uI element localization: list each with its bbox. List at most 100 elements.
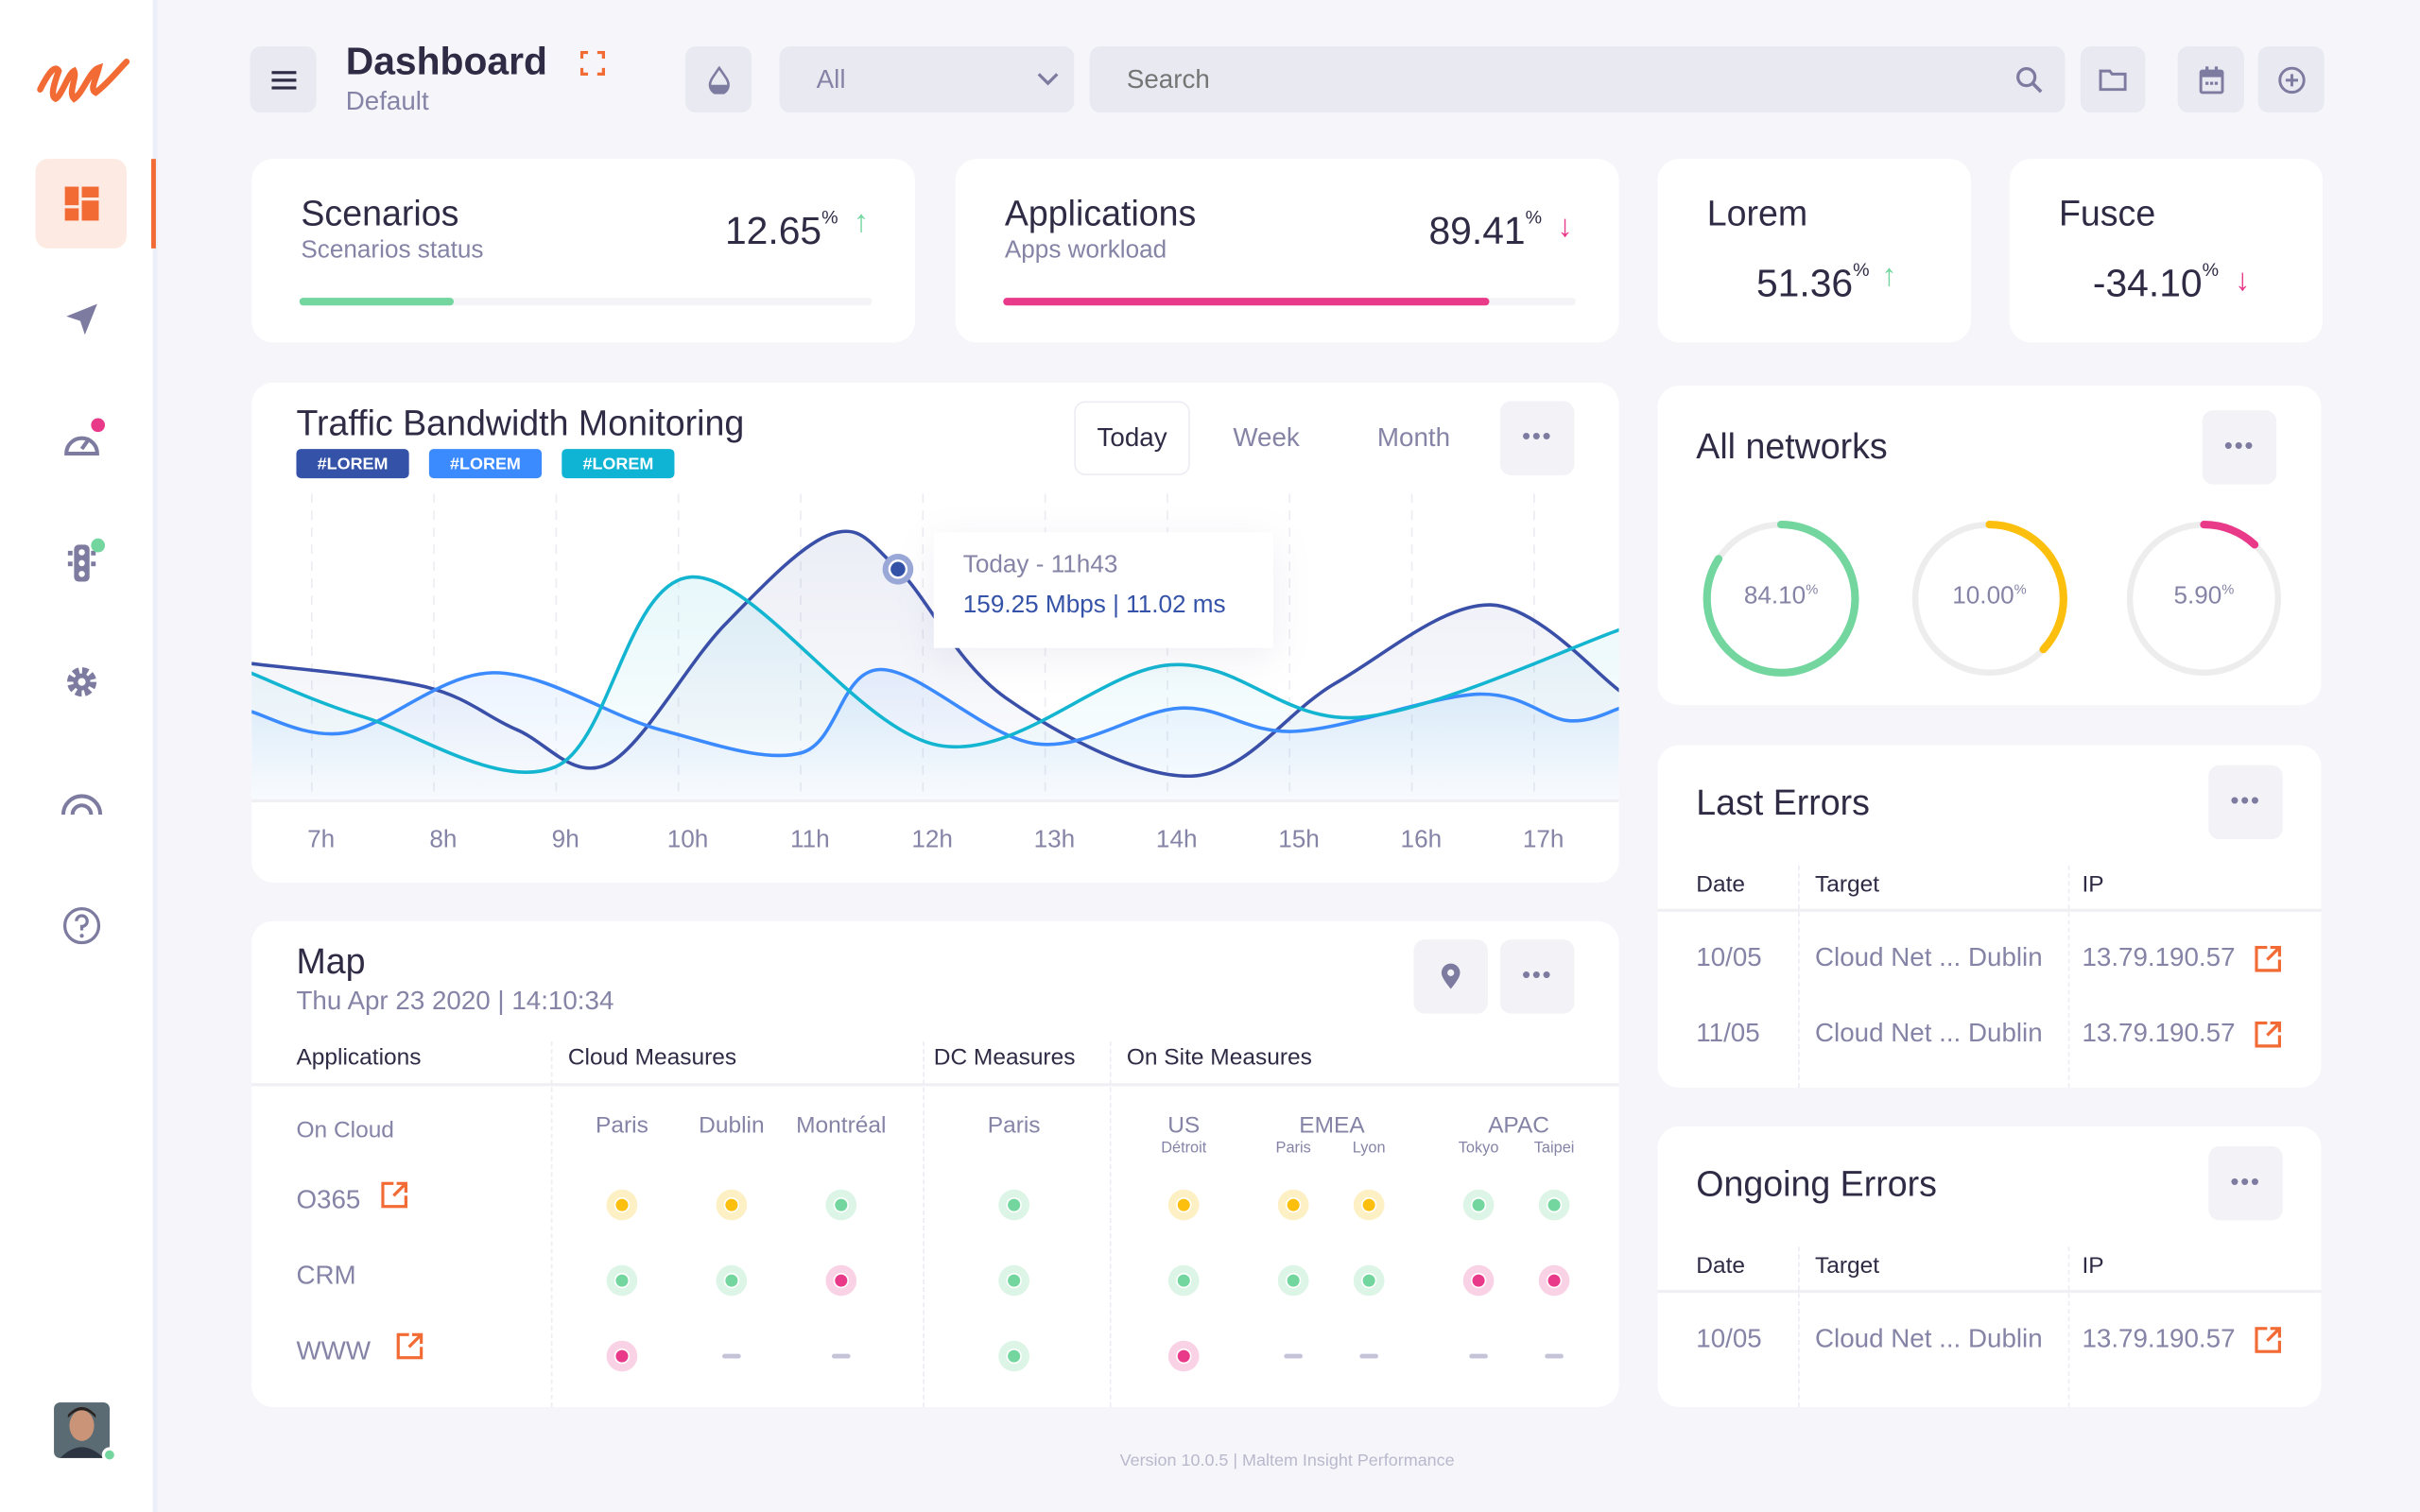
- speedometer-icon: [63, 436, 99, 456]
- avatar[interactable]: [54, 1402, 110, 1458]
- series-line: [251, 575, 1619, 774]
- status-dot-green: [1167, 1264, 1200, 1297]
- external-link-icon[interactable]: [2255, 945, 2282, 972]
- kpi-card-lorem: Lorem 51.36% ↑: [1657, 159, 1971, 343]
- status-dot-yellow: [1167, 1189, 1200, 1221]
- column-header: EMEA: [1299, 1112, 1365, 1139]
- kpi-title: Lorem: [1706, 193, 1808, 233]
- external-link-icon[interactable]: [2255, 1327, 2282, 1353]
- kpi-card-applications: Applications Apps workload 89.41% ↓: [955, 159, 1619, 343]
- progress-fill: [299, 298, 455, 306]
- chart-baseline: [251, 799, 1619, 802]
- more-button[interactable]: •••: [2208, 1146, 2283, 1221]
- menu-button[interactable]: [250, 45, 317, 113]
- logo-icon[interactable]: [37, 56, 130, 105]
- gear-icon: [66, 667, 96, 697]
- folder-button[interactable]: [2080, 45, 2146, 113]
- row-label: CRM: [296, 1260, 356, 1290]
- status-dot-yellow: [606, 1189, 638, 1221]
- more-button[interactable]: •••: [1499, 939, 1575, 1014]
- more-button[interactable]: •••: [1499, 401, 1575, 475]
- column-subheader: Taipei: [1533, 1140, 1575, 1158]
- status-dot-green: [1353, 1264, 1385, 1297]
- external-link-icon[interactable]: [2255, 1021, 2282, 1048]
- signal-icon: [60, 794, 102, 816]
- sidebar-item-speedometer[interactable]: [36, 397, 127, 487]
- column-header: IP: [2082, 1252, 2104, 1280]
- sidebar-item-send[interactable]: [36, 275, 127, 365]
- location-button[interactable]: [1413, 939, 1488, 1014]
- search-icon[interactable]: [2015, 65, 2043, 93]
- status-dot-green: [1538, 1189, 1570, 1221]
- divider: [550, 1041, 553, 1407]
- column-header: Paris: [596, 1112, 648, 1139]
- highlight-point[interactable]: [888, 559, 908, 579]
- kpi-subtitle: Scenarios status: [301, 237, 484, 265]
- sidebar-item-help[interactable]: [36, 881, 127, 971]
- sidebar-item-signal[interactable]: [36, 759, 127, 849]
- status-empty: [1359, 1353, 1378, 1359]
- status-dot-pink: [606, 1340, 638, 1372]
- status-dot-yellow: [716, 1189, 748, 1221]
- tab-today[interactable]: Today: [1074, 401, 1190, 475]
- sidebar-item-settings[interactable]: [36, 637, 127, 727]
- more-button[interactable]: •••: [2208, 765, 2283, 840]
- x-tick-label: 13h: [1033, 827, 1076, 853]
- tag-chip[interactable]: #LOREM: [428, 449, 543, 479]
- column-group-header: On Site Measures: [1126, 1044, 1312, 1072]
- calendar-button[interactable]: [2177, 45, 2244, 113]
- status-empty: [722, 1353, 741, 1359]
- ip-cell: 13.79.190.57: [2082, 942, 2236, 972]
- sidebar-item-dashboard[interactable]: [35, 159, 127, 249]
- footer-version: Version 10.0.5 | Maltem Insight Performa…: [1119, 1452, 1455, 1470]
- divider: [1109, 1041, 1112, 1407]
- status-dot-green: [825, 1189, 857, 1221]
- kpi-title: Fusce: [2058, 193, 2156, 233]
- more-button[interactable]: •••: [2202, 410, 2277, 485]
- column-subheader: Détroit: [1161, 1140, 1207, 1158]
- ip-cell: 13.79.190.57: [2082, 1018, 2236, 1048]
- kpi-title: Scenarios: [301, 193, 459, 233]
- sidebar-item-traffic[interactable]: [36, 519, 127, 609]
- column-header: Target: [1814, 871, 1880, 899]
- gauge-value: 10.00%: [1952, 581, 2027, 610]
- divider: [1657, 1289, 2322, 1294]
- fullscreen-icon[interactable]: [579, 50, 605, 76]
- column-subheader: Tokyo: [1458, 1140, 1499, 1158]
- tag-chip[interactable]: #LOREM: [562, 449, 675, 479]
- progress-track: [299, 298, 873, 306]
- kpi-value: 89.41%: [1428, 206, 1543, 253]
- folder-icon: [2099, 69, 2127, 92]
- last-errors-card: Last Errors ••• Date Target IP 10/05 Cloud N…: [1657, 745, 2322, 1089]
- status-dot-green: [998, 1340, 1029, 1372]
- x-tick-label: 14h: [1155, 827, 1198, 853]
- search-input[interactable]: [1089, 63, 1954, 95]
- theme-button[interactable]: [684, 45, 752, 113]
- filter-select[interactable]: All: [779, 45, 1075, 113]
- add-button[interactable]: [2257, 45, 2325, 113]
- more-icon: •••: [2230, 1169, 2261, 1196]
- tab-month[interactable]: Month: [1376, 422, 1451, 453]
- tag-chip[interactable]: #LOREM: [296, 449, 409, 479]
- gauge-fill: [1703, 521, 1859, 677]
- map-card: Map Thu Apr 23 2020 | 14:10:34 ••• Appli…: [251, 920, 1619, 1407]
- arrow-down-icon: ↓: [2235, 264, 2251, 299]
- search-bar[interactable]: [1089, 45, 2066, 113]
- gauge-value: 5.90%: [2173, 581, 2235, 610]
- divider: [2067, 865, 2070, 1089]
- status-dot-pink: [1167, 1340, 1200, 1372]
- status-dot-pink: [1462, 1264, 1495, 1297]
- tab-week[interactable]: Week: [1233, 422, 1300, 453]
- traffic-light-icon: [67, 544, 95, 582]
- status-dot-green: [998, 1264, 1029, 1297]
- traffic-card: Traffic Bandwidth Monitoring #LOREM #LOR…: [251, 382, 1619, 883]
- networks-card: All networks ••• 84.10% 10.00% 5.90%: [1657, 386, 2322, 706]
- section-label: On Cloud: [296, 1117, 394, 1143]
- column-group-header: Applications: [296, 1044, 422, 1072]
- more-icon: •••: [1521, 962, 1553, 989]
- x-tick-label: 9h: [551, 827, 579, 853]
- arrow-down-icon: ↓: [1557, 210, 1573, 244]
- external-link-icon[interactable]: [396, 1332, 424, 1360]
- divider: [1657, 908, 2322, 912]
- external-link-icon[interactable]: [381, 1181, 408, 1209]
